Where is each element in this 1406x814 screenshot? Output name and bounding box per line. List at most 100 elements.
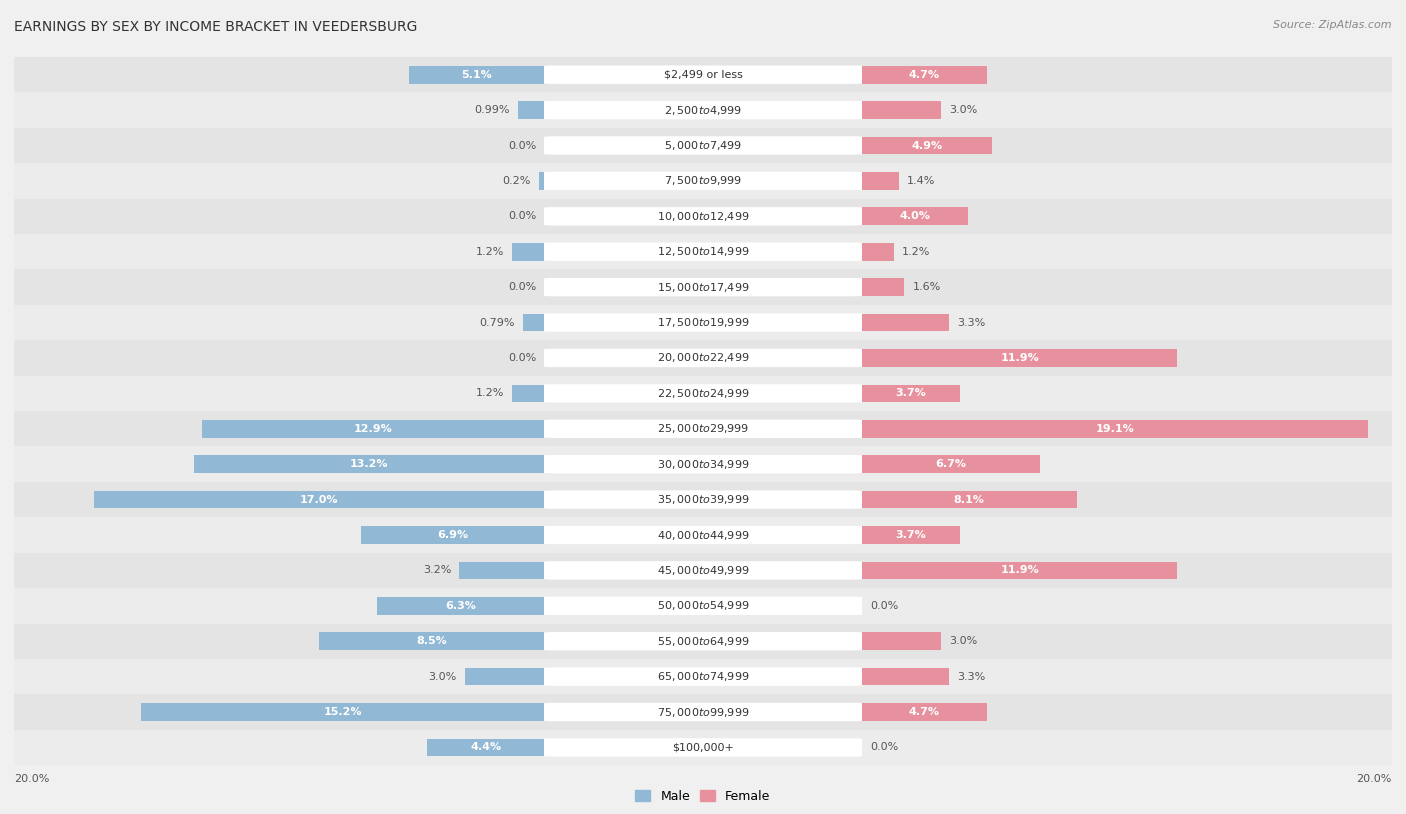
FancyBboxPatch shape bbox=[541, 738, 865, 757]
FancyBboxPatch shape bbox=[541, 455, 865, 474]
Bar bbox=[862, 632, 942, 650]
Text: 3.7%: 3.7% bbox=[896, 530, 927, 540]
Text: 0.0%: 0.0% bbox=[870, 742, 898, 752]
Text: 4.7%: 4.7% bbox=[908, 707, 939, 717]
FancyBboxPatch shape bbox=[541, 561, 865, 580]
Bar bbox=[0, 518, 1406, 553]
Bar bbox=[862, 101, 942, 119]
Text: 1.6%: 1.6% bbox=[912, 282, 941, 292]
Text: $40,000 to $44,999: $40,000 to $44,999 bbox=[657, 528, 749, 541]
Bar bbox=[0, 411, 1406, 446]
Text: $100,000+: $100,000+ bbox=[672, 742, 734, 752]
Text: $7,500 to $9,999: $7,500 to $9,999 bbox=[664, 174, 742, 187]
Bar bbox=[0, 659, 1406, 694]
Bar bbox=[0, 269, 1406, 304]
Bar bbox=[517, 101, 544, 119]
Bar bbox=[862, 313, 949, 331]
Bar bbox=[0, 92, 1406, 128]
Text: 20.0%: 20.0% bbox=[14, 774, 49, 784]
Text: $12,500 to $14,999: $12,500 to $14,999 bbox=[657, 245, 749, 258]
Text: 4.0%: 4.0% bbox=[900, 212, 931, 221]
Text: Source: ZipAtlas.com: Source: ZipAtlas.com bbox=[1274, 20, 1392, 30]
Bar bbox=[0, 624, 1406, 659]
Text: $20,000 to $22,499: $20,000 to $22,499 bbox=[657, 352, 749, 365]
Bar bbox=[0, 269, 1406, 304]
FancyBboxPatch shape bbox=[541, 702, 865, 721]
Bar bbox=[0, 730, 1406, 765]
Bar bbox=[862, 349, 1177, 367]
FancyBboxPatch shape bbox=[541, 172, 865, 190]
Text: $22,500 to $24,999: $22,500 to $24,999 bbox=[657, 387, 749, 400]
FancyBboxPatch shape bbox=[541, 65, 865, 84]
FancyBboxPatch shape bbox=[541, 419, 865, 438]
Bar bbox=[0, 482, 1406, 518]
Text: $50,000 to $54,999: $50,000 to $54,999 bbox=[657, 599, 749, 612]
Text: 1.2%: 1.2% bbox=[475, 247, 505, 256]
Text: 3.0%: 3.0% bbox=[949, 637, 977, 646]
Bar bbox=[0, 269, 1406, 304]
Text: 4.4%: 4.4% bbox=[470, 742, 502, 752]
Bar bbox=[0, 234, 1406, 269]
Bar bbox=[862, 208, 967, 225]
Bar bbox=[0, 588, 1406, 624]
Bar bbox=[0, 163, 1406, 199]
FancyBboxPatch shape bbox=[541, 207, 865, 225]
Bar bbox=[0, 624, 1406, 659]
Bar bbox=[0, 411, 1406, 446]
Bar bbox=[0, 304, 1406, 340]
Bar bbox=[0, 57, 1406, 92]
Bar bbox=[0, 694, 1406, 730]
Bar bbox=[0, 375, 1406, 411]
Bar bbox=[862, 703, 987, 721]
Bar bbox=[862, 278, 904, 296]
Bar bbox=[0, 588, 1406, 624]
Bar bbox=[0, 553, 1406, 588]
Text: 0.2%: 0.2% bbox=[502, 176, 531, 186]
Text: $15,000 to $17,499: $15,000 to $17,499 bbox=[657, 281, 749, 294]
Bar bbox=[0, 518, 1406, 553]
Text: $5,000 to $7,499: $5,000 to $7,499 bbox=[664, 139, 742, 152]
FancyBboxPatch shape bbox=[541, 632, 865, 650]
Text: 3.3%: 3.3% bbox=[957, 672, 986, 681]
Bar bbox=[0, 163, 1406, 199]
Text: $35,000 to $39,999: $35,000 to $39,999 bbox=[657, 493, 749, 506]
Text: 17.0%: 17.0% bbox=[299, 495, 337, 505]
Bar bbox=[0, 375, 1406, 411]
Bar bbox=[0, 624, 1406, 659]
Bar bbox=[0, 340, 1406, 375]
Text: 0.0%: 0.0% bbox=[508, 353, 536, 363]
Bar bbox=[94, 491, 544, 509]
Bar bbox=[0, 340, 1406, 375]
Bar bbox=[409, 66, 544, 84]
Bar bbox=[202, 420, 544, 438]
Text: 6.9%: 6.9% bbox=[437, 530, 468, 540]
Bar bbox=[0, 482, 1406, 518]
Text: 1.4%: 1.4% bbox=[907, 176, 935, 186]
Text: 5.1%: 5.1% bbox=[461, 70, 492, 80]
Text: 4.9%: 4.9% bbox=[911, 141, 942, 151]
Text: 20.0%: 20.0% bbox=[1357, 774, 1392, 784]
Bar bbox=[0, 199, 1406, 234]
FancyBboxPatch shape bbox=[541, 313, 865, 332]
Text: 11.9%: 11.9% bbox=[1000, 353, 1039, 363]
Text: 1.2%: 1.2% bbox=[901, 247, 931, 256]
Text: 1.2%: 1.2% bbox=[475, 388, 505, 398]
Bar bbox=[862, 420, 1368, 438]
Text: $30,000 to $34,999: $30,000 to $34,999 bbox=[657, 457, 749, 470]
Bar bbox=[0, 588, 1406, 624]
Bar bbox=[0, 92, 1406, 128]
Bar bbox=[512, 384, 544, 402]
Text: 0.79%: 0.79% bbox=[479, 317, 515, 327]
FancyBboxPatch shape bbox=[541, 667, 865, 686]
Bar bbox=[0, 694, 1406, 730]
Bar bbox=[0, 375, 1406, 411]
Bar bbox=[377, 597, 544, 615]
Bar bbox=[460, 562, 544, 580]
Bar bbox=[0, 57, 1406, 92]
Text: 0.0%: 0.0% bbox=[870, 601, 898, 610]
FancyBboxPatch shape bbox=[541, 243, 865, 261]
Text: 8.1%: 8.1% bbox=[953, 495, 984, 505]
Bar bbox=[862, 243, 894, 260]
Bar bbox=[0, 411, 1406, 446]
Text: 6.3%: 6.3% bbox=[446, 601, 477, 610]
